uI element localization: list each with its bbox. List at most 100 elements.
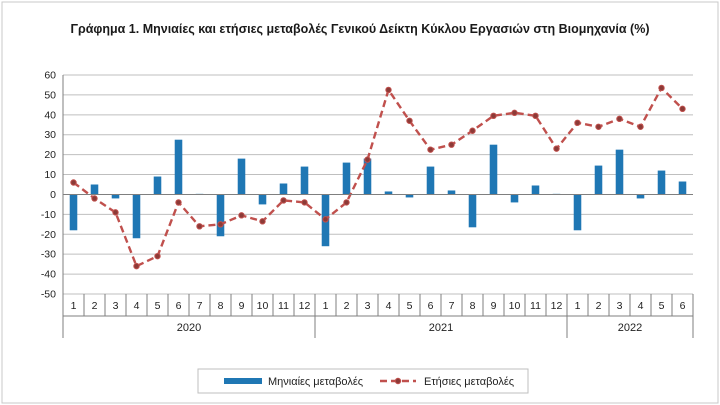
bar-monthly-change (636, 194, 645, 199)
bar-monthly-change (111, 194, 120, 199)
x-tick-label: 9 (239, 300, 245, 312)
line-marker (70, 179, 77, 186)
x-tick-label: 6 (680, 300, 686, 312)
bar-monthly-change (132, 194, 141, 239)
x-tick-label: 6 (428, 300, 434, 312)
line-marker (112, 209, 119, 216)
x-tick-label: 5 (407, 300, 413, 312)
bar-monthly-change (531, 185, 540, 195)
legend-marker (394, 377, 402, 385)
line-series (70, 84, 686, 270)
line-marker (553, 145, 560, 152)
x-tick-label: 4 (638, 300, 644, 312)
line-marker (595, 123, 602, 130)
x-tick-label: 11 (278, 300, 289, 312)
bar-monthly-change (69, 194, 78, 231)
x-tick-label: 5 (659, 300, 665, 312)
bar-monthly-change (258, 194, 267, 205)
line-marker (532, 112, 539, 120)
bar-monthly-change (153, 176, 162, 195)
y-tick-label: -50 (41, 289, 56, 301)
line-marker (616, 115, 623, 123)
year-label: 2022 (618, 322, 642, 334)
line-annual-change (72, 85, 684, 268)
bar-monthly-change (426, 166, 435, 195)
legend-label-annual: Ετήσιες μεταβολές (424, 376, 514, 388)
x-tick-label: 4 (386, 300, 392, 312)
year-label: 2021 (429, 322, 453, 334)
x-tick-label: 4 (134, 300, 140, 312)
bar-monthly-change (342, 162, 351, 195)
y-tick-label: 30 (44, 129, 56, 141)
legend: Μηνιαίες μεταβολές Ετήσιες μεταβολές (197, 368, 529, 394)
bar-monthly-change (216, 194, 225, 237)
bar-monthly-change (615, 149, 624, 195)
line-marker (679, 105, 686, 113)
line-marker (448, 141, 455, 148)
bar-monthly-change (678, 181, 687, 195)
bar-monthly-change (90, 184, 99, 195)
x-tick-label: 1 (575, 300, 581, 312)
y-tick-label: -40 (41, 269, 56, 281)
x-tick-label: 2 (92, 300, 98, 312)
bar-monthly-change (174, 139, 183, 195)
x-tick-label: 9 (491, 300, 497, 312)
line-marker (301, 199, 308, 206)
x-tick-label: 12 (299, 300, 311, 312)
x-tick-label: 1 (323, 300, 329, 312)
y-tick-label: 20 (44, 149, 56, 161)
bar-monthly-change (363, 158, 372, 195)
x-tick-label: 5 (155, 300, 161, 312)
line-marker (175, 199, 182, 206)
x-tick-label: 2 (344, 300, 350, 312)
line-marker (658, 84, 665, 92)
line-marker (322, 216, 329, 223)
line-marker (259, 218, 266, 225)
line-marker (469, 127, 476, 134)
y-tick-label: 40 (44, 109, 56, 121)
line-marker (154, 252, 161, 260)
line-marker (133, 262, 140, 270)
line-marker (364, 156, 371, 163)
x-tick-label: 2 (596, 300, 602, 312)
x-tick-label: 3 (365, 300, 371, 312)
x-tick-label: 3 (113, 300, 119, 312)
line-marker (217, 221, 224, 228)
line-marker (280, 197, 287, 204)
line-marker (196, 223, 203, 230)
y-tick-label: 10 (44, 169, 56, 181)
bar-monthly-change (237, 158, 246, 195)
y-tick-label: -30 (41, 249, 56, 261)
bar-monthly-change (489, 144, 498, 195)
y-tick-label: -20 (41, 229, 56, 241)
x-tick-label: 12 (551, 300, 563, 312)
bar-monthly-change (447, 190, 456, 195)
x-tick-label: 6 (176, 300, 182, 312)
line-marker (511, 109, 518, 117)
y-tick-label: -10 (41, 209, 56, 221)
y-tick-label: 50 (44, 89, 56, 101)
y-tick-label: 0 (50, 189, 56, 201)
bar-monthly-change (300, 166, 309, 195)
line-marker (238, 212, 245, 219)
legend-swatch-bar (224, 378, 262, 384)
x-tick-label: 8 (218, 300, 224, 312)
chart-title: Γράφημα 1. Μηνιαίες και ετήσιες μεταβολέ… (70, 22, 649, 36)
x-tick-label: 8 (470, 300, 476, 312)
x-tick-label: 11 (530, 300, 541, 312)
line-marker (385, 86, 392, 94)
bar-monthly-change (384, 191, 393, 195)
line-marker (637, 123, 644, 130)
bar-monthly-change (594, 165, 603, 195)
line-marker (406, 117, 413, 124)
x-tick-label: 10 (257, 300, 269, 312)
x-tick-label: 7 (197, 300, 203, 312)
year-label: 2020 (177, 322, 201, 334)
line-marker (490, 112, 497, 120)
bar-monthly-change (279, 183, 288, 195)
line-marker (343, 199, 350, 206)
legend-label-monthly: Μηνιαίες μεταβολές (268, 376, 363, 388)
